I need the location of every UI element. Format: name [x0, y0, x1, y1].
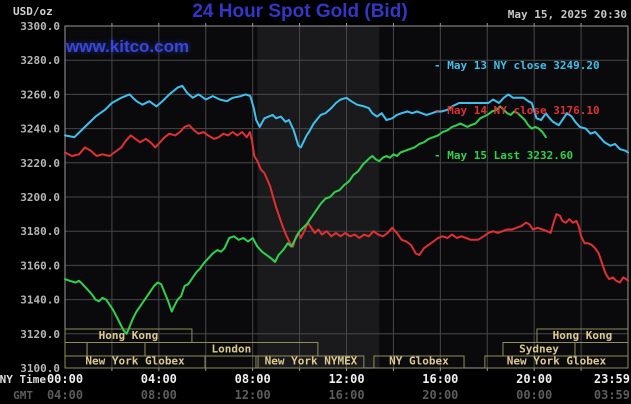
y-axis-tick-label: 3200.0	[20, 191, 60, 204]
legend-label: May 15 Last 3232.60	[447, 149, 574, 162]
legend-dash-icon: -	[434, 59, 448, 72]
x-tick-gmt: 16:00	[328, 388, 364, 402]
legend-label: May 13 NY close 3249.20	[447, 59, 600, 72]
session-label: New York Globex	[507, 355, 607, 368]
price-line-may-14	[64, 124, 629, 284]
y-axis-tick-label: 3140.0	[20, 294, 60, 307]
y-axis-tick-label: 3280.0	[20, 54, 60, 67]
ny-time-row-label: NY Time	[0, 373, 46, 386]
session-box	[257, 355, 365, 369]
y-axis-tick-label: 3240.0	[20, 123, 60, 136]
x-tick-gmt: 08:00	[141, 388, 177, 402]
x-tick-ny: 16:00	[422, 372, 458, 386]
x-tick-ny: 12:00	[328, 372, 364, 386]
x-tick-ny: 04:00	[141, 372, 177, 386]
session-box	[484, 355, 629, 369]
session-label: New York NYMEX	[265, 355, 358, 368]
y-axis-tick-label: 3160.0	[20, 259, 60, 272]
session-label: Sydney	[519, 343, 559, 356]
y-axis-tick-label: 3260.0	[20, 88, 60, 101]
session-label: NY Globex	[389, 355, 449, 368]
session-box	[373, 355, 465, 369]
session-label: London	[212, 343, 252, 356]
chart-title: 24 Hour Spot Gold (Bid)	[192, 1, 408, 22]
session-box	[204, 355, 257, 369]
x-tick-ny: 00:00	[47, 372, 83, 386]
x-tick-gmt: 20:00	[422, 388, 458, 402]
x-tick-gmt: 04:00	[47, 388, 83, 402]
chart-datetime: May 15, 2025 20:30	[507, 8, 627, 21]
legend-item-may14: - May 14 NY close 3176.10	[434, 103, 600, 118]
session-label: Hong Kong	[553, 329, 613, 342]
legend-item-may13: - May 13 NY close 3249.20	[434, 58, 600, 73]
legend-dash-icon: -	[434, 104, 448, 117]
x-tick-ny: 20:00	[516, 372, 552, 386]
y-axis-units-label: USD/oz	[13, 5, 53, 18]
session-label: New York Globex	[85, 355, 185, 368]
y-axis-tick-label: 3220.0	[20, 157, 60, 170]
x-tick-ny: 08:00	[235, 372, 271, 386]
y-axis-tick-label: 3120.0	[20, 328, 60, 341]
gmt-row-label: GMT	[13, 389, 33, 402]
x-tick-ny: 23:59	[594, 372, 630, 386]
legend-item-may15: - May 15 Last 3232.60	[434, 148, 600, 163]
chart-legend: - May 13 NY close 3249.20 - May 14 NY cl…	[434, 28, 600, 193]
session-label: Hong Kong	[99, 329, 159, 342]
y-axis-tick-label: 3100.0	[20, 362, 60, 375]
y-axis-tick-label: 3180.0	[20, 225, 60, 238]
price-line-may-13	[64, 84, 629, 154]
legend-dash-icon: -	[434, 149, 448, 162]
price-line-may-15	[64, 105, 547, 335]
y-axis-tick-label: 3300.0	[20, 20, 60, 33]
x-tick-gmt: 00:00	[516, 388, 552, 402]
legend-label: May 14 NY close 3176.10	[447, 104, 600, 117]
x-tick-gmt: 12:00	[235, 388, 271, 402]
kitco-watermark: www.kitco.com	[66, 37, 190, 56]
x-tick-gmt: 03:59	[594, 388, 630, 402]
